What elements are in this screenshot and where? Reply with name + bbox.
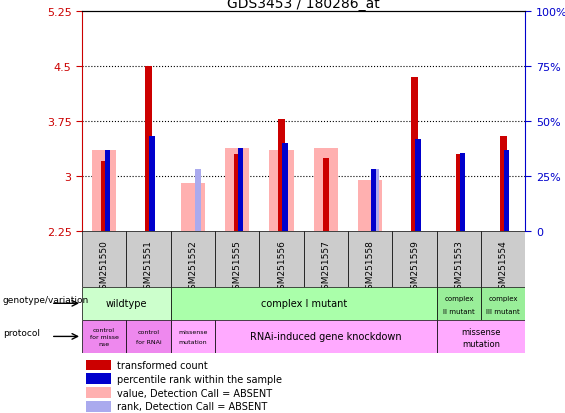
Bar <box>278 120 285 231</box>
Text: GSM251551: GSM251551 <box>144 240 153 294</box>
Bar <box>437 320 525 353</box>
Bar <box>86 401 111 412</box>
Bar <box>504 151 510 231</box>
Text: GSM251554: GSM251554 <box>499 240 508 294</box>
Text: for misse: for misse <box>90 334 119 339</box>
Bar <box>259 231 304 287</box>
Text: GSM251553: GSM251553 <box>454 240 463 294</box>
Text: control: control <box>93 327 115 332</box>
Bar <box>238 149 244 231</box>
Text: GSM251559: GSM251559 <box>410 240 419 294</box>
Text: III mutant: III mutant <box>486 308 520 314</box>
Title: GDS3453 / 180286_at: GDS3453 / 180286_at <box>227 0 380 12</box>
Text: transformed count: transformed count <box>118 360 208 370</box>
Text: GSM251552: GSM251552 <box>188 240 197 294</box>
Bar <box>415 140 421 231</box>
Text: protocol: protocol <box>3 328 40 337</box>
Bar <box>149 136 155 231</box>
Bar <box>304 231 348 287</box>
Bar <box>171 320 215 353</box>
Text: wildtype: wildtype <box>106 299 147 309</box>
Bar <box>82 287 171 320</box>
Bar <box>171 231 215 287</box>
Text: complex I mutant: complex I mutant <box>260 299 347 309</box>
Text: missense: missense <box>178 329 207 334</box>
Text: rank, Detection Call = ABSENT: rank, Detection Call = ABSENT <box>118 401 268 411</box>
Bar <box>411 78 418 231</box>
Bar <box>393 231 437 287</box>
Bar <box>92 151 116 231</box>
Bar <box>481 287 525 320</box>
Bar <box>171 287 437 320</box>
Text: GSM251555: GSM251555 <box>233 240 242 294</box>
Bar <box>105 151 110 231</box>
Bar <box>225 149 249 231</box>
Text: RNAi-induced gene knockdown: RNAi-induced gene knockdown <box>250 332 402 342</box>
Bar <box>282 144 288 231</box>
Text: control: control <box>137 329 159 334</box>
Text: mutation: mutation <box>179 339 207 344</box>
Text: nse: nse <box>98 342 110 347</box>
Bar <box>86 387 111 398</box>
Bar <box>437 231 481 287</box>
Bar <box>215 231 259 287</box>
Bar <box>181 184 205 231</box>
Bar <box>82 320 126 353</box>
Text: complex: complex <box>444 296 473 301</box>
Bar <box>270 151 294 231</box>
Bar <box>455 155 462 231</box>
Text: value, Detection Call = ABSENT: value, Detection Call = ABSENT <box>118 388 272 398</box>
Bar <box>195 169 202 231</box>
Text: II mutant: II mutant <box>443 308 475 314</box>
Bar <box>82 231 126 287</box>
Bar <box>101 162 107 231</box>
Text: mutation: mutation <box>462 339 500 348</box>
Bar <box>348 231 393 287</box>
Bar <box>437 287 481 320</box>
Text: missense: missense <box>462 327 501 336</box>
Bar <box>323 158 329 231</box>
Text: genotype/variation: genotype/variation <box>3 295 89 304</box>
Bar <box>371 169 376 231</box>
Bar <box>314 149 338 231</box>
Bar <box>86 373 111 384</box>
Text: for RNAi: for RNAi <box>136 339 161 344</box>
Bar <box>86 360 111 370</box>
Text: complex: complex <box>489 296 518 301</box>
Bar <box>372 169 379 231</box>
Bar <box>481 231 525 287</box>
Bar <box>127 320 171 353</box>
Bar <box>145 67 152 231</box>
Text: GSM251557: GSM251557 <box>321 240 331 294</box>
Text: percentile rank within the sample: percentile rank within the sample <box>118 374 282 384</box>
Text: GSM251556: GSM251556 <box>277 240 286 294</box>
Bar <box>500 136 507 231</box>
Text: GSM251558: GSM251558 <box>366 240 375 294</box>
Text: GSM251550: GSM251550 <box>99 240 108 294</box>
Bar <box>234 155 241 231</box>
Bar <box>127 231 171 287</box>
Bar <box>460 153 465 231</box>
Bar <box>215 320 437 353</box>
Bar <box>358 180 383 231</box>
